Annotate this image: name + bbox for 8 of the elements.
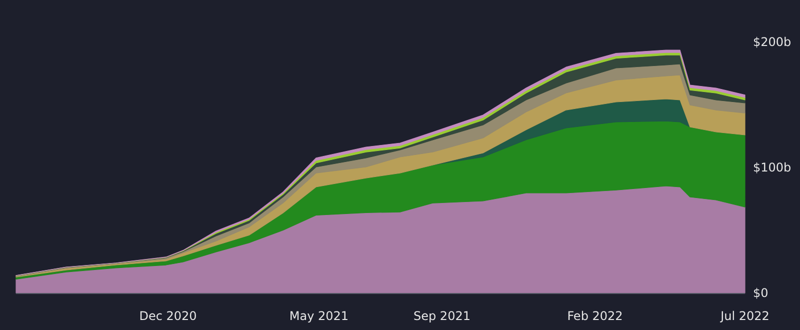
x-tick-label: Sep 2021 [414, 309, 470, 323]
y-tick-label: $200b [753, 35, 792, 50]
x-tick-label: Jul 2022 [720, 309, 770, 323]
x-tick-label: Dec 2020 [139, 309, 197, 323]
x-tick-label: Feb 2022 [567, 309, 623, 323]
x-tick-label: May 2021 [289, 309, 349, 323]
y-tick-label: $100b [753, 160, 792, 175]
y-tick-label: $0 [753, 286, 768, 300]
